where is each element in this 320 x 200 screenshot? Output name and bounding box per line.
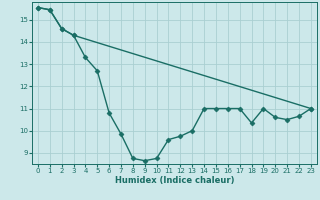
X-axis label: Humidex (Indice chaleur): Humidex (Indice chaleur) [115,176,234,185]
